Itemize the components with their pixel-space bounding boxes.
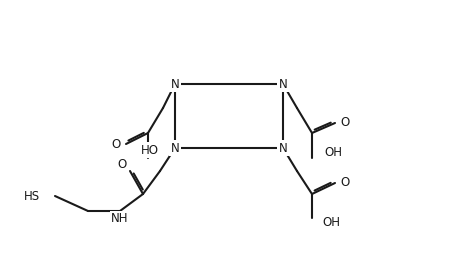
Text: OH: OH: [324, 147, 341, 160]
Text: HS: HS: [24, 189, 40, 202]
Text: N: N: [278, 77, 287, 90]
Text: N: N: [170, 142, 179, 155]
Text: O: O: [339, 117, 349, 130]
Text: N: N: [170, 77, 179, 90]
Text: HO: HO: [141, 143, 159, 156]
Text: O: O: [111, 138, 121, 151]
Text: O: O: [339, 177, 349, 189]
Text: N: N: [278, 142, 287, 155]
Text: OH: OH: [321, 217, 339, 230]
Text: O: O: [117, 159, 126, 172]
Text: NH: NH: [111, 213, 128, 226]
